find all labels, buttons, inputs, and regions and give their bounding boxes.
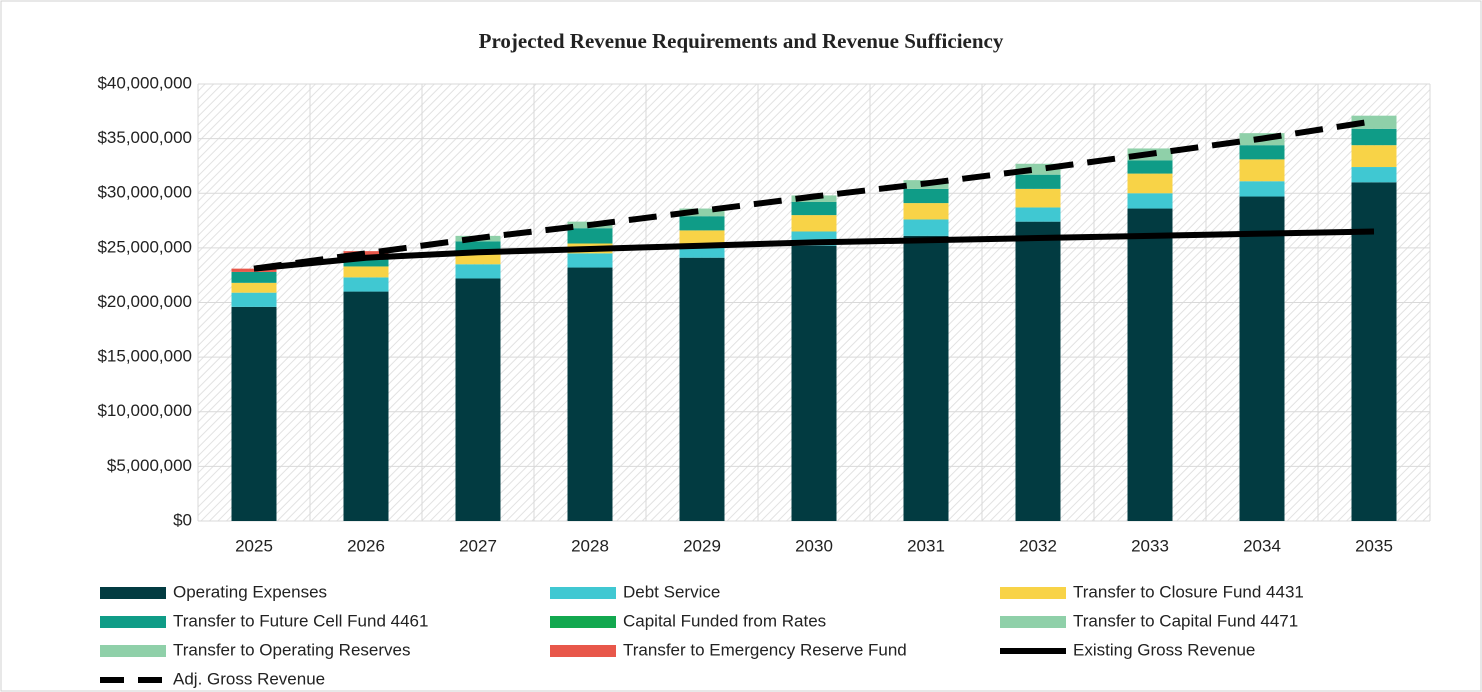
y-tick-label: $0 <box>173 510 192 529</box>
bar-segment <box>1351 145 1397 168</box>
legend-label: Transfer to Closure Fund 4431 <box>1073 582 1304 601</box>
bar-segment <box>1015 188 1061 208</box>
x-tick-label: 2025 <box>235 536 273 555</box>
legend-swatch <box>550 645 616 657</box>
bar-segment <box>1015 221 1061 521</box>
bar-segment <box>343 255 389 267</box>
bar-segment <box>679 230 725 244</box>
bar-segment <box>455 253 501 265</box>
bar-segment <box>1015 174 1061 189</box>
bar-segment <box>679 216 725 231</box>
bar-segment <box>679 208 725 217</box>
x-tick-label: 2034 <box>1243 536 1281 555</box>
legend-swatch <box>1000 616 1066 628</box>
y-tick-label: $35,000,000 <box>97 128 192 147</box>
bar-segment <box>791 215 837 232</box>
y-tick-label: $25,000,000 <box>97 237 192 256</box>
legend-swatch <box>1000 587 1066 599</box>
legend-label: Existing Gross Revenue <box>1073 640 1255 659</box>
y-tick-label: $40,000,000 <box>97 73 192 92</box>
bar-segment <box>231 292 277 307</box>
bar-segment <box>1351 128 1397 146</box>
legend-label: Capital Funded from Rates <box>623 611 826 630</box>
x-tick-label: 2028 <box>571 536 609 555</box>
bar-segment <box>791 201 837 216</box>
bar-segment <box>791 245 837 521</box>
bar-segment <box>231 306 277 521</box>
bar-segment <box>1127 173 1173 194</box>
y-tick-label: $5,000,000 <box>107 456 192 475</box>
legend-swatch <box>550 616 616 628</box>
bar-segment <box>1015 207 1061 222</box>
bar-segment <box>455 264 501 279</box>
bar-segment <box>903 203 949 220</box>
bar-segment <box>231 268 277 272</box>
x-tick-label: 2031 <box>907 536 945 555</box>
x-tick-label: 2030 <box>795 536 833 555</box>
y-tick-label: $20,000,000 <box>97 292 192 311</box>
legend-label: Operating Expenses <box>173 582 327 601</box>
legend-label: Transfer to Emergency Reserve Fund <box>623 640 907 659</box>
bar-segment <box>1015 163 1061 175</box>
legend-swatch <box>550 587 616 599</box>
legend-label: Transfer to Operating Reserves <box>173 640 410 659</box>
line-series <box>253 228 1375 272</box>
legend-swatch <box>100 587 166 599</box>
y-tick-label: $15,000,000 <box>97 347 192 366</box>
legend-label: Transfer to Capital Fund 4471 <box>1073 611 1298 630</box>
x-tick-label: 2026 <box>347 536 385 555</box>
bar-segment <box>343 251 389 256</box>
y-tick-label: $30,000,000 <box>97 183 192 202</box>
x-tick-label: 2035 <box>1355 536 1393 555</box>
bar-segment <box>1239 159 1285 182</box>
bar-segment <box>231 271 277 283</box>
x-tick-label: 2032 <box>1019 536 1057 555</box>
bar-segment <box>1127 208 1173 522</box>
bar-segment <box>1127 160 1173 174</box>
bar-segment <box>1239 181 1285 197</box>
x-tick-label: 2033 <box>1131 536 1169 555</box>
bar-segment <box>1239 196 1285 521</box>
bar-segment <box>343 266 389 278</box>
bar-segment <box>567 228 613 244</box>
legend-label: Adj. Gross Revenue <box>173 669 325 688</box>
bar-segment <box>903 188 949 204</box>
bar-segment <box>679 257 725 521</box>
bar-segment <box>567 253 613 268</box>
bar-segment <box>343 277 389 292</box>
x-tick-label: 2029 <box>683 536 721 555</box>
chart-title: Projected Revenue Requirements and Reven… <box>479 29 1004 53</box>
legend-label: Transfer to Future Cell Fund 4461 <box>173 611 428 630</box>
y-tick-label: $10,000,000 <box>97 401 192 420</box>
x-tick-label: 2027 <box>459 536 497 555</box>
bar-segment <box>231 282 277 293</box>
bar-segment <box>1351 167 1397 183</box>
bar-segment <box>1127 193 1173 209</box>
bar-segment <box>1239 145 1285 160</box>
bar-segment <box>1351 182 1397 521</box>
legend-swatch <box>100 645 166 657</box>
line-series <box>253 118 1375 272</box>
legend-label: Debt Service <box>623 582 720 601</box>
legend-swatch <box>100 616 166 628</box>
bar-segment <box>343 291 389 521</box>
bar-segment <box>567 267 613 521</box>
bar-segment <box>903 219 949 236</box>
bar-segment <box>455 278 501 521</box>
bar-segment <box>903 235 949 522</box>
